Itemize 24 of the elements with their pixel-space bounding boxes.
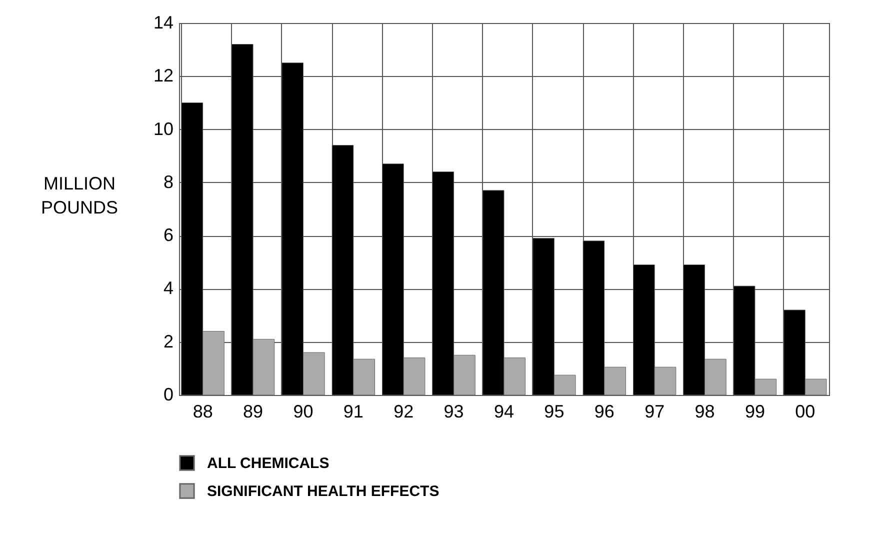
x-tick-label: 99 (744, 402, 765, 422)
y-tick-label: 10 (153, 118, 174, 139)
y-tick-label: 2 (163, 331, 174, 352)
x-tick-label: 92 (394, 402, 414, 422)
x-tick-label: 88 (192, 402, 213, 422)
x-tick-label: 00 (795, 402, 816, 422)
x-tick-label: 94 (494, 402, 514, 422)
y-tick-label: 0 (163, 384, 174, 404)
y-tick-label: 6 (163, 225, 174, 246)
y-tick-label: 4 (163, 278, 174, 298)
x-tick-label: 98 (694, 402, 715, 422)
x-tick-label: 91 (343, 402, 364, 422)
x-tick-label: 93 (444, 402, 464, 422)
y-axis-title: MILLION POUNDS (40, 174, 118, 218)
legend-label: ALL CHEMICALS (207, 455, 330, 472)
legend-label: SIGNIFICANT HEALTH EFFECTS (207, 483, 440, 500)
x-tick-label: 96 (594, 402, 614, 422)
y-tick-label: 8 (163, 172, 174, 192)
y-tick-label: 12 (153, 66, 174, 86)
x-tick-label: 89 (243, 402, 264, 422)
x-tick-label: 97 (644, 402, 665, 422)
x-tick-label: 95 (544, 402, 564, 422)
x-tick-label: 90 (293, 402, 314, 422)
y-tick-label: 14 (153, 12, 174, 32)
